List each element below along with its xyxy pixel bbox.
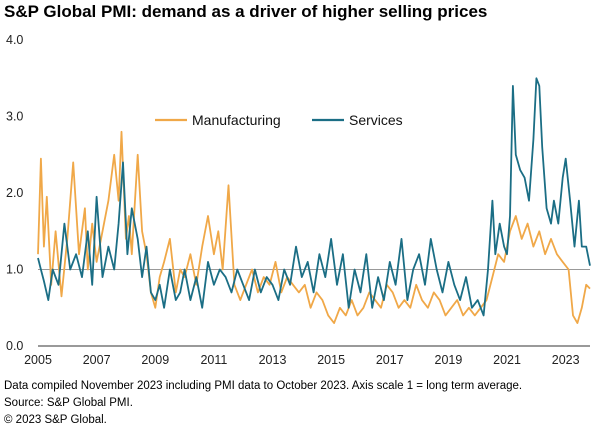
footnote-copyright: © 2023 S&P Global.: [4, 414, 107, 426]
y-tick-label: 0.0: [6, 339, 23, 353]
x-tick-label: 2023: [552, 353, 580, 367]
footnote-data-compiled: Data compiled November 2023 including PM…: [4, 380, 523, 392]
legend-label-services: Services: [349, 112, 403, 128]
series-group: [37, 77, 591, 325]
legend: Manufacturing Services: [155, 112, 403, 128]
footnote-source: Source: S&P Global PMI.: [4, 397, 133, 409]
x-tick-label: 2019: [435, 353, 463, 367]
x-tick-label: 2011: [200, 353, 227, 367]
chart-title: S&P Global PMI: demand as a driver of hi…: [4, 2, 488, 21]
y-tick-label: 1.0: [6, 263, 23, 277]
series-line-manufacturing: [37, 130, 591, 325]
x-tick-label: 2005: [24, 353, 52, 367]
y-axis-ticks: 0.0 1.0 2.0 3.0 4.0: [6, 33, 23, 353]
y-tick-label: 4.0: [6, 33, 23, 47]
x-tick-label: 2017: [376, 353, 404, 367]
y-tick-label: 3.0: [6, 110, 23, 124]
x-tick-label: 2007: [83, 353, 111, 367]
legend-label-manufacturing: Manufacturing: [192, 112, 281, 128]
x-tick-label: 2013: [259, 353, 287, 367]
x-tick-label: 2021: [493, 353, 521, 367]
x-tick-label: 2015: [317, 353, 345, 367]
series-line-services: [37, 77, 591, 317]
x-axis-ticks: 2005 2007 2009 2011 2013 2015 2017 2019 2021 2023: [24, 353, 580, 367]
y-tick-label: 2.0: [6, 186, 23, 200]
x-tick-label: 2009: [141, 353, 169, 367]
